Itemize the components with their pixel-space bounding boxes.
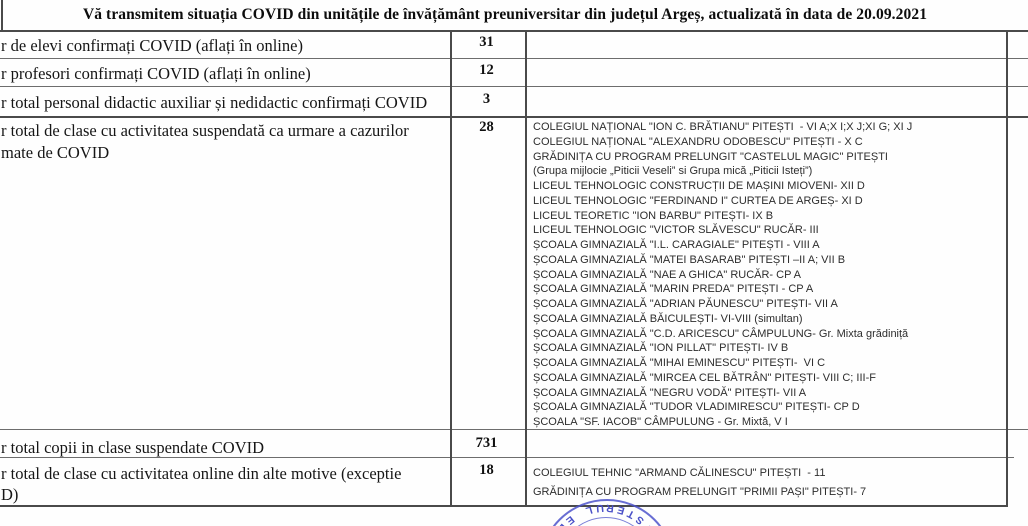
table-border-title-left bbox=[1, 0, 3, 30]
row-label-line1: r total de clase cu activitatea online d… bbox=[1, 464, 402, 483]
table-border-row1 bbox=[0, 58, 1028, 60]
school-list-item: ȘCOALA GIMNAZIALĂ "NEGRU VODĂ" PITEȘTI- … bbox=[533, 386, 807, 399]
online-other-schools-list: COLEGIUL TEHNIC "ARMAND CĂLINESCU" PITEȘ… bbox=[533, 464, 866, 502]
school-list-item: LICEUL TEORETIC "ION BARBU" PITEȘTI- IX … bbox=[533, 209, 774, 222]
row-label-line1: r total de clase cu activitatea suspenda… bbox=[1, 121, 409, 140]
school-list-item: ȘCOALA GIMNAZIALĂ "ION PILLAT" PITEȘTI- … bbox=[533, 342, 789, 355]
row-value-children-suspended: 731 bbox=[475, 435, 498, 451]
row-label-teachers-confirmed: r profesori confirmați COVID (aflați în … bbox=[1, 64, 311, 83]
school-list-item: GRĂDINIȚA CU PROGRAM PRELUNGIT "CASTELUL… bbox=[533, 150, 888, 163]
school-list-item: LICEUL TEHNOLOGIC "VICTOR SLĂVESCU" RUCĂ… bbox=[533, 224, 819, 237]
row-label-online-other: r total de clase cu activitatea online d… bbox=[1, 463, 401, 505]
table-border-top bbox=[0, 30, 1028, 32]
school-list-item: ȘCOALA GIMNAZIALĂ "I.L. CARAGIALE" PITEȘ… bbox=[533, 239, 820, 251]
school-list-item: GRĂDINIȚA CU PROGRAM PRELUNGIT "PRIMII P… bbox=[533, 486, 867, 498]
row-label-children-suspended: r total copii in clase suspendate COVID bbox=[1, 438, 265, 457]
table-border-col2 bbox=[525, 30, 527, 506]
school-list-item: LICEUL TEHNOLOGIC CONSTRUCȚII DE MAȘINI … bbox=[533, 180, 865, 192]
row-label-line2: D) bbox=[1, 485, 19, 504]
suspended-schools-list: COLEGIUL NAȚIONAL "ION C. BRĂTIANU" PITE… bbox=[533, 120, 912, 430]
row-label-line2: mate de COVID bbox=[1, 142, 110, 162]
table-border-col1 bbox=[450, 30, 452, 506]
table-border-row3 bbox=[0, 116, 1028, 118]
row-value-teachers-confirmed: 12 bbox=[479, 62, 494, 78]
school-list-item: ȘCOALA GIMNAZIALĂ "TUDOR VLADIMIRESCU" P… bbox=[533, 401, 860, 414]
page-title: Vă transmitem situația COVID din unități… bbox=[82, 6, 928, 23]
school-list-item: ȘCOALA GIMNAZIALĂ "MIRCEA CEL BĂTRÂN" PI… bbox=[533, 371, 876, 384]
table-border-row5 bbox=[0, 457, 1014, 459]
school-list-item: COLEGIUL NAȚIONAL "ION C. BRĂTIANU" PITE… bbox=[533, 121, 913, 133]
school-list-item: ȘCOALA GIMNAZIALĂ "MARIN PREDA" PITEȘTI … bbox=[533, 283, 814, 296]
table-border-bottom bbox=[0, 505, 1008, 507]
school-list-item: ȘCOALA GIMNAZIALĂ "ADRIAN PĂUNESCU" PITE… bbox=[533, 298, 838, 310]
school-list-item: ȘCOALA GIMNAZIALĂ "C.D. ARICESCU" CÂMPUL… bbox=[533, 327, 909, 340]
school-list-item: ȘCOALA GIMNAZIALĂ "MIHAI EMINESCU" PITEȘ… bbox=[533, 357, 826, 369]
school-list-item: COLEGIUL TEHNIC "ARMAND CĂLINESCU" PITEȘ… bbox=[533, 467, 826, 479]
row-label-students-confirmed: r de elevi confirmați COVID (aflați în o… bbox=[1, 36, 303, 55]
school-list-item: ȘCOALA GIMNAZIALĂ "MATEI BASARAB" PITEȘT… bbox=[533, 253, 846, 266]
school-list-item: (Grupa mijlocie „Piticii Veseli” si Grup… bbox=[533, 165, 813, 178]
row-label-suspended-classes: r total de clase cu activitatea suspenda… bbox=[1, 120, 409, 163]
table-border-right bbox=[1006, 30, 1008, 506]
row-value-staff-confirmed: 3 bbox=[482, 91, 491, 107]
row-label-staff-confirmed: r total personal didactic auxiliar și ne… bbox=[1, 93, 428, 112]
school-list-item: COLEGIUL NAȚIONAL "ALEXANDRU ODOBESCU" P… bbox=[533, 135, 863, 148]
school-list-item: ȘCOALA GIMNAZIALĂ "NAE A GHICA" RUCĂR- C… bbox=[533, 268, 802, 281]
school-list-item: ȘCOALA GIMNAZIALĂ BĂICULEȘTI- VI-VIII (s… bbox=[533, 312, 803, 325]
table-border-row2 bbox=[0, 86, 1028, 88]
school-list-item: LICEUL TEHNOLOGIC "FERDINAND I" CURTEA D… bbox=[533, 194, 863, 207]
row-value-suspended-classes: 28 bbox=[479, 119, 494, 135]
table-border-row4 bbox=[0, 429, 1028, 431]
school-list-item: ȘCOALA "SF. IACOB" CÂMPULUNG - Gr. Mixtă… bbox=[533, 416, 788, 428]
row-value-students-confirmed: 31 bbox=[479, 34, 494, 50]
row-value-online-other: 18 bbox=[479, 462, 494, 478]
